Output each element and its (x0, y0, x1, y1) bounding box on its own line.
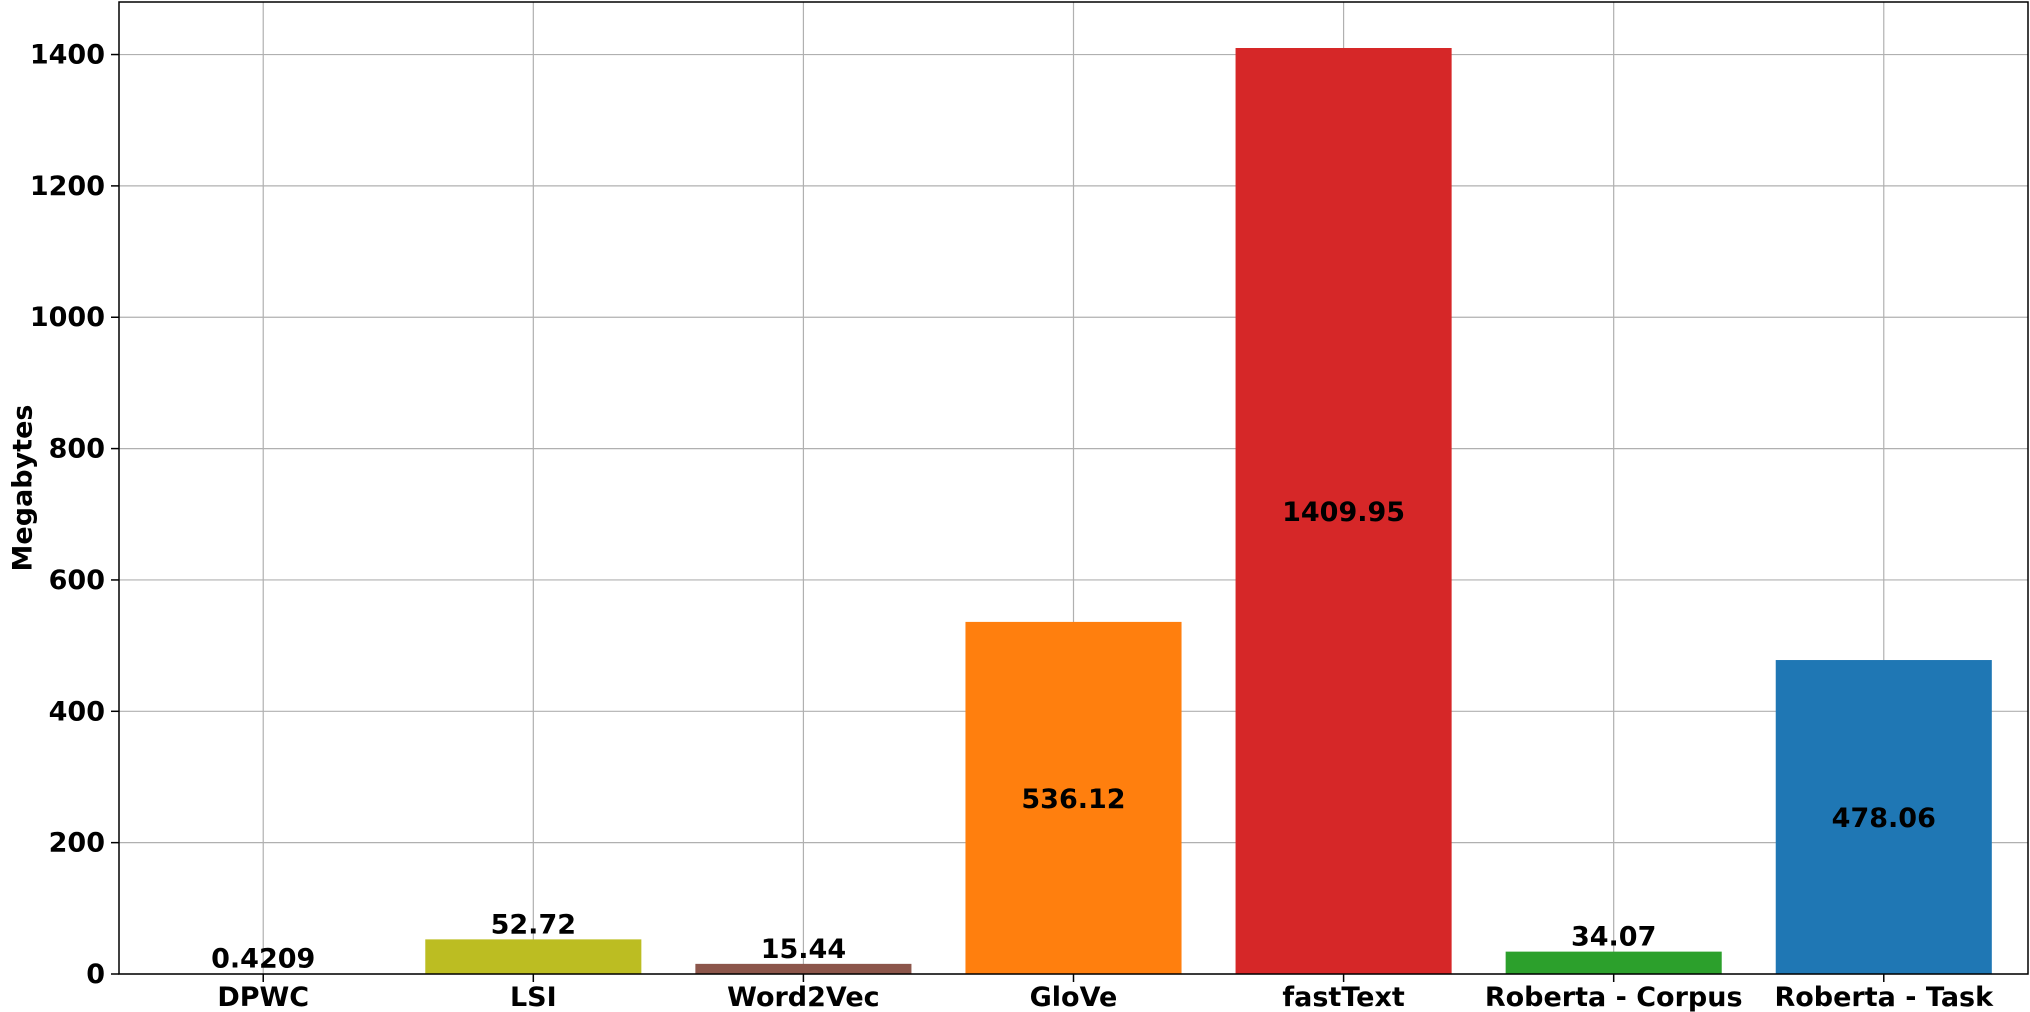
x-tick-label: Word2Vec (727, 982, 880, 1012)
y-tick-label: 400 (49, 696, 105, 727)
x-tick-label: LSI (510, 982, 557, 1012)
y-tick-label: 600 (49, 565, 105, 596)
bar (425, 939, 642, 974)
bars (155, 48, 1992, 975)
data-label: 34.07 (1571, 922, 1656, 953)
y-tick-label: 0 (86, 959, 105, 990)
y-tick-label: 1000 (30, 302, 105, 333)
data-label: 15.44 (761, 934, 846, 965)
x-tick-label: Roberta - Task (1774, 982, 1994, 1012)
x-tick-label: DPWC (217, 982, 309, 1012)
bar (1235, 48, 1452, 975)
data-label: 1409.95 (1282, 497, 1405, 528)
y-axis-label: Megabytes (7, 405, 38, 572)
data-labels: 0.4209 52.72 15.44 536.12 1409.95 34.07 478.06 (211, 497, 1936, 975)
data-label: 52.72 (491, 909, 576, 940)
x-tick-label: fastText (1282, 982, 1405, 1012)
bar (1775, 660, 1992, 974)
x-tick-label: Roberta - Corpus (1485, 982, 1743, 1012)
data-label: 478.06 (1832, 803, 1936, 834)
x-axis-ticks: DPWC LSI Word2Vec GloVe fastText Roberta - Co… (217, 974, 1994, 1012)
x-tick-label: GloVe (1030, 982, 1118, 1012)
data-label: 536.12 (1021, 784, 1125, 815)
bar (1505, 951, 1722, 974)
bar (965, 621, 1182, 974)
y-tick-label: 800 (49, 434, 105, 465)
y-tick-label: 1400 (30, 40, 105, 71)
y-axis-ticks: 0 200 400 600 800 1000 1200 1400 (30, 40, 119, 990)
bar (695, 963, 912, 974)
data-label: 0.4209 (211, 944, 315, 975)
y-tick-label: 200 (49, 828, 105, 859)
y-tick-label: 1200 (30, 171, 105, 202)
